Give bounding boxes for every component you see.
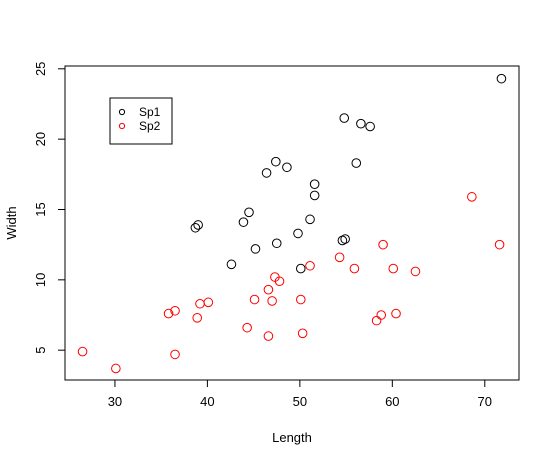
point-sp1: [351, 158, 362, 168]
x-tick-label: 50: [293, 394, 307, 409]
point-sp2: [494, 239, 505, 250]
point-sp1: [309, 190, 320, 201]
y-tick-label: 10: [33, 273, 48, 287]
point-sp1: [271, 156, 281, 167]
point-sp2: [263, 331, 274, 341]
point-sp2: [334, 252, 345, 263]
point-sp1: [190, 222, 201, 233]
point-sp2: [295, 294, 306, 305]
point-sp2: [163, 308, 174, 319]
point-sp2: [111, 363, 121, 374]
point-sp2: [195, 298, 205, 309]
point-sp1: [193, 220, 203, 230]
point-sp2: [192, 313, 203, 323]
point-sp1: [339, 113, 350, 123]
y-tick-label: 25: [33, 62, 48, 76]
point-sp1: [271, 238, 282, 249]
y-axis: 5 10 15 20 25: [33, 62, 65, 354]
point-sp1: [295, 263, 306, 274]
legend-box: [109, 97, 173, 145]
point-sp1: [250, 244, 261, 254]
point-sp1: [238, 217, 249, 227]
x-tick-label: 30: [108, 394, 122, 409]
point-sp2: [376, 310, 387, 320]
point-sp1: [305, 214, 315, 225]
data-points: [77, 73, 507, 374]
point-sp2: [170, 305, 180, 316]
point-sp2: [77, 346, 88, 357]
legend-marker-sp2: [118, 122, 126, 130]
point-sp1: [226, 259, 237, 270]
point-sp2: [378, 239, 388, 250]
y-tick-label: 5: [33, 347, 48, 354]
point-sp2: [349, 263, 360, 274]
point-sp2: [410, 266, 421, 277]
point-sp2: [388, 263, 399, 274]
point-sp2: [242, 322, 252, 333]
point-sp2: [267, 296, 277, 306]
point-sp1: [282, 162, 292, 173]
y-axis-label: Width: [4, 206, 19, 239]
point-sp1: [365, 121, 375, 132]
point-sp2: [297, 328, 308, 339]
legend-marker-sp1: [118, 108, 126, 116]
plot-frame: [64, 65, 520, 381]
point-sp1: [309, 179, 320, 189]
point-sp2: [391, 308, 401, 319]
point-sp2: [274, 276, 285, 287]
x-axis: 30 40 50 60 70: [108, 380, 492, 409]
x-axis-label: Length: [272, 430, 312, 445]
point-sp2: [305, 260, 315, 271]
point-sp2: [371, 315, 382, 326]
y-tick-label: 20: [33, 132, 48, 146]
y-tick-label: 15: [33, 202, 48, 216]
legend-label-sp2: Sp2: [139, 119, 161, 133]
x-tick-label: 40: [200, 394, 214, 409]
legend-label-sp1: Sp1: [139, 105, 161, 119]
point-sp1: [496, 73, 507, 84]
point-sp1: [337, 235, 348, 246]
x-tick-label: 70: [478, 394, 492, 409]
point-sp1: [356, 118, 366, 129]
point-sp2: [263, 284, 274, 295]
point-sp1: [261, 168, 272, 178]
point-sp2: [203, 297, 214, 308]
point-sp2: [170, 349, 180, 360]
point-sp1: [340, 234, 350, 244]
point-sp2: [467, 192, 477, 202]
point-sp1: [293, 228, 303, 239]
point-sp1: [244, 207, 254, 218]
x-tick-label: 60: [385, 394, 399, 409]
point-sp2: [249, 294, 260, 305]
